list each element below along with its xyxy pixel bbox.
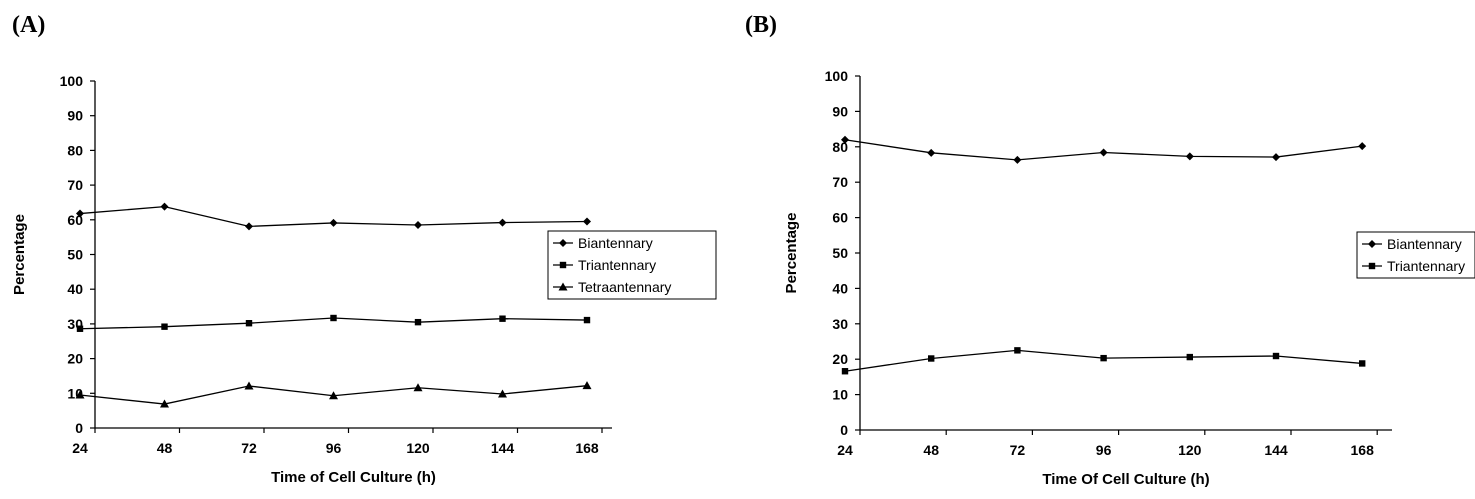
legend-triantennary-label: Triantennary: [578, 257, 656, 273]
y-tick-label: 10: [832, 387, 848, 403]
series-tetraantennary-point: [244, 381, 254, 390]
y-tick-label: 60: [832, 210, 848, 226]
series-triantennary-point: [499, 315, 506, 322]
y-tick-label: 20: [832, 351, 848, 367]
series-triantennary-point: [161, 323, 168, 330]
x-axis-title: Time Of Cell Culture (h): [1042, 471, 1209, 488]
x-tick-label: 144: [491, 440, 515, 456]
series-triantennary-point: [414, 318, 422, 326]
x-tick-label: 120: [406, 440, 430, 456]
x-tick-label: 48: [923, 442, 939, 458]
y-tick-label: 20: [67, 351, 83, 367]
series-triantennary-point: [1272, 352, 1280, 360]
series-tetraantennary-point: [160, 399, 169, 408]
y-axis-title: Percentage: [783, 213, 800, 294]
legend-triantennary-marker: [559, 261, 567, 269]
series-biantennary-point: [583, 217, 591, 226]
legend-box: [1356, 231, 1475, 279]
y-tick-label: 30: [832, 316, 848, 332]
legend-biantennary-label: Biantennary: [578, 235, 653, 251]
legend-triantennary-label: Triantennary: [1387, 258, 1465, 274]
series-biantennary-point: [1013, 155, 1022, 164]
y-axis-title: Percentage: [11, 214, 28, 295]
series-triantennary-point: [1014, 347, 1021, 354]
legend-biantennary-marker: [559, 239, 567, 247]
y-tick-label: 100: [60, 73, 84, 89]
series-triantennary-point: [583, 316, 591, 324]
series-triantennary-point: [928, 355, 935, 362]
series-triantennary-point: [1100, 354, 1107, 362]
series-triantennary-point: [76, 325, 84, 332]
series-biantennary-point: [76, 209, 84, 218]
series-biantennary-point: [245, 222, 253, 231]
panel-b-label: (B): [745, 12, 777, 38]
legend-triantennary-marker: [1368, 262, 1376, 270]
series-biantennary-point: [1185, 152, 1194, 161]
y-tick-label: 90: [832, 103, 848, 119]
y-tick-label: 70: [832, 174, 848, 190]
series-biantennary-point: [414, 221, 422, 230]
x-tick-label: 72: [241, 440, 257, 456]
series-biantennary-point: [927, 148, 936, 157]
series-tetraantennary-point: [329, 391, 338, 400]
series-triantennary-point: [330, 314, 337, 322]
x-tick-label: 72: [1010, 442, 1026, 458]
series-tetraantennary-point: [75, 390, 85, 399]
series-biantennary-point: [1272, 153, 1280, 162]
x-tick-label: 96: [1096, 442, 1112, 458]
series-tetraantennary-point: [413, 383, 423, 392]
y-tick-label: 50: [832, 245, 848, 261]
legend-box: [547, 230, 717, 300]
series-biantennary-point: [498, 218, 507, 227]
panel-a-label: (A): [12, 12, 45, 38]
x-tick-label: 168: [575, 440, 599, 456]
legend-biantennary-label: Biantennary: [1387, 236, 1462, 252]
legend-biantennary-marker: [1368, 240, 1376, 248]
series-tetraantennary-point: [582, 381, 592, 390]
series-biantennary-point: [160, 202, 169, 211]
series-triantennary-point: [245, 320, 253, 327]
y-tick-label: 50: [67, 247, 83, 263]
series-biantennary-point: [1099, 148, 1108, 157]
x-tick-label: 48: [157, 440, 173, 456]
x-tick-label: 120: [1178, 442, 1202, 458]
x-tick-label: 144: [1264, 442, 1288, 458]
series-biantennary-point: [1358, 142, 1367, 151]
x-tick-label: 96: [326, 440, 342, 456]
x-tick-label: 24: [837, 442, 853, 458]
y-tick-label: 100: [825, 68, 849, 84]
y-tick-label: 40: [67, 281, 83, 297]
legend-tetraantennary-label: Tetraantennary: [578, 279, 671, 295]
y-tick-label: 0: [840, 422, 848, 438]
series-triantennary-point: [1186, 353, 1193, 361]
series-tetraantennary-point: [498, 389, 507, 398]
y-tick-label: 80: [67, 142, 83, 158]
legend-tetraantennary-marker: [558, 282, 568, 291]
series-triantennary-point: [1359, 360, 1366, 367]
x-tick-label: 24: [72, 440, 88, 456]
series-triantennary-point: [841, 368, 849, 375]
y-tick-label: 40: [832, 280, 848, 296]
x-tick-label: 168: [1351, 442, 1375, 458]
y-tick-label: 0: [75, 420, 83, 436]
series-biantennary-point: [329, 218, 338, 227]
y-tick-label: 90: [67, 108, 83, 124]
series-biantennary-point: [841, 135, 849, 144]
y-tick-label: 70: [67, 177, 83, 193]
x-axis-title: Time of Cell Culture (h): [271, 469, 436, 486]
